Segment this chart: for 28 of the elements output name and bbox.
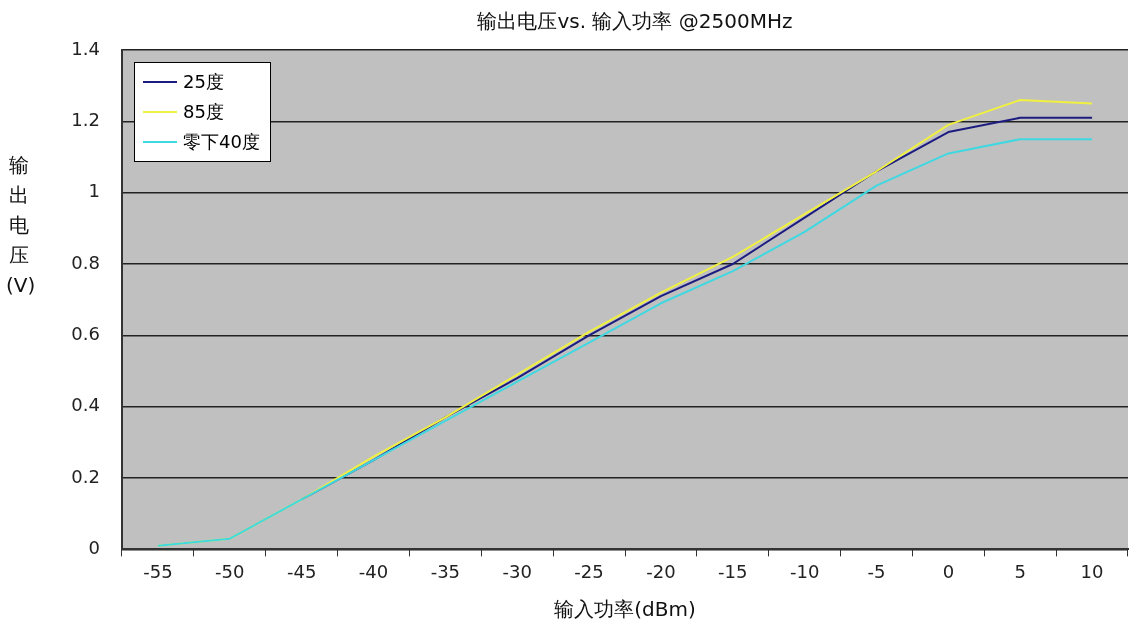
y-tick-label: 1.2 (71, 109, 100, 131)
x-tick-label: -50 (215, 560, 245, 582)
y-tick-label: 0.4 (71, 394, 100, 416)
x-tick-label: -15 (718, 560, 748, 582)
x-tick-label: 10 (1080, 560, 1104, 582)
legend-label: 零下40度 (183, 130, 260, 154)
x-tick-label: 0 (942, 560, 955, 582)
x-tick-label: 5 (1014, 560, 1026, 582)
x-tick-label: -40 (358, 560, 389, 582)
x-tick-label: -25 (574, 560, 604, 582)
x-tick-label: -10 (789, 560, 820, 582)
x-tick-label: -35 (430, 560, 461, 582)
y-tick-label: 0.8 (71, 251, 100, 273)
chart-title: 输出电压vs. 输入功率 @2500MHz (476, 8, 794, 35)
x-tick-label: -45 (286, 560, 317, 582)
x-axis-title: 输入功率(dBm) (553, 596, 697, 623)
y-tick-label: 1.4 (71, 37, 100, 59)
y-axis-title: 输出电压(V) (6, 152, 36, 299)
legend-label: 25度 (183, 70, 224, 94)
x-tick-label: -5 (867, 560, 886, 582)
x-tick-label: -30 (502, 560, 532, 582)
x-tick-label: -20 (646, 560, 676, 582)
x-tick-label: -55 (143, 560, 173, 582)
legend-label: 85度 (183, 100, 224, 124)
y-tick-label: 1 (88, 180, 100, 202)
y-tick-label: 0.2 (71, 465, 100, 487)
y-tick-label: 0.6 (71, 323, 100, 345)
y-tick-label: 0 (88, 537, 100, 559)
